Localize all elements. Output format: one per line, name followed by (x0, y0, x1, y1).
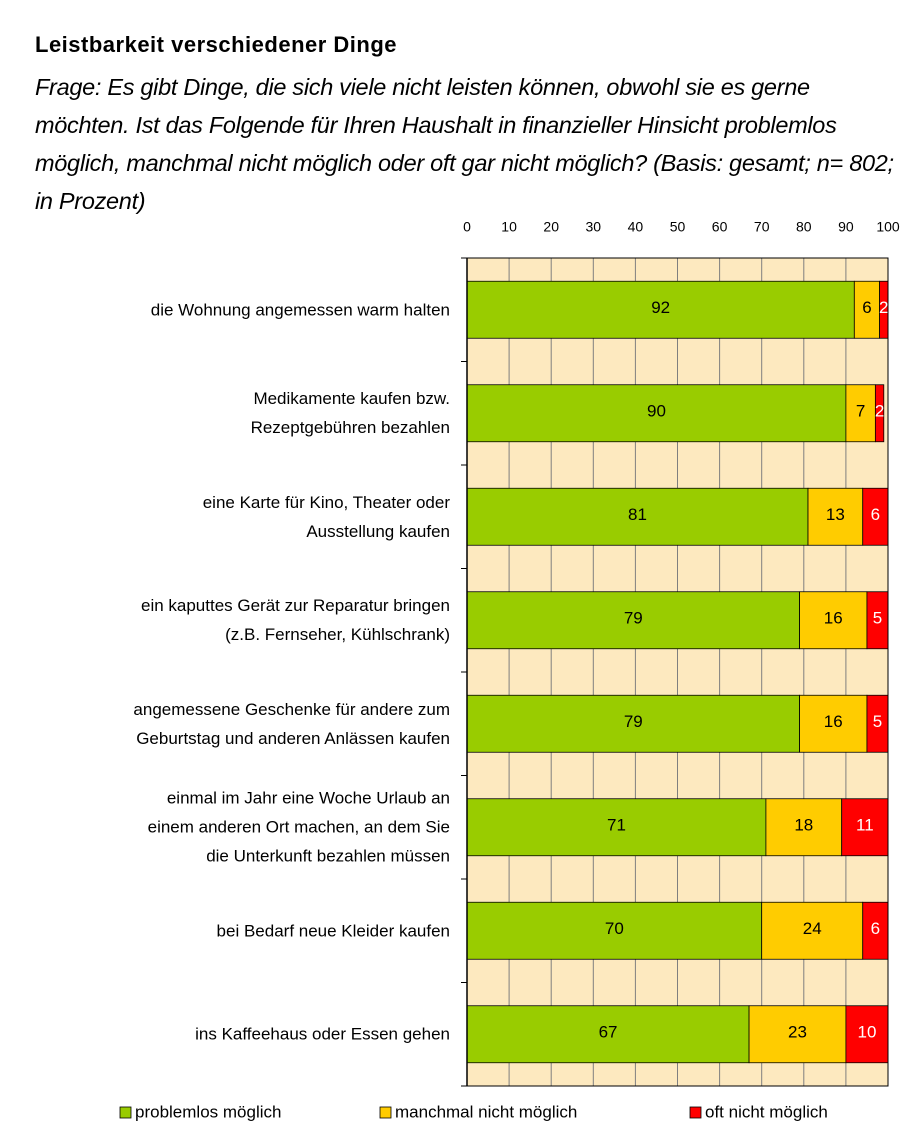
x-tick-label: 80 (796, 219, 812, 235)
x-tick-label: 90 (838, 219, 854, 235)
x-tick-label: 40 (628, 219, 644, 235)
data-label: 16 (824, 712, 843, 731)
bar-segment (807, 487, 864, 546)
bar-segment (841, 798, 889, 857)
data-label: 2 (879, 298, 888, 317)
category-label: die Wohnung angemessen warm halten (150, 300, 450, 320)
category-label: Medikamente kaufen bzw. Rezeptgebühren b… (250, 389, 450, 438)
data-label: 6 (862, 298, 871, 317)
chart-title: Leistbarkeit verschiedener Dinge (35, 32, 398, 57)
bar-segment (466, 798, 767, 857)
legend-swatch (379, 1106, 392, 1119)
legend-label: manchmal nicht möglich (395, 1102, 577, 1121)
data-label: 7 (856, 402, 865, 421)
x-tick-label: 30 (586, 219, 602, 235)
legend-swatch (119, 1106, 132, 1119)
bar-segment (845, 384, 876, 443)
x-tick-label: 100 (876, 219, 900, 235)
x-tick-label: 10 (501, 219, 517, 235)
data-label: 90 (647, 402, 666, 421)
data-label: 5 (873, 712, 882, 731)
legend-swatch (689, 1106, 702, 1119)
data-label: 18 (794, 816, 813, 835)
category-label: ins Kaffeehaus oder Essen gehen (195, 1024, 450, 1044)
legend: problemlos möglich manchmal nicht möglich… (119, 1102, 828, 1121)
category-label: angemessene Geschenke für andere zum Geb… (133, 699, 450, 748)
data-label: 24 (803, 919, 822, 938)
x-tick-label: 50 (670, 219, 686, 235)
category-label: einmal im Jahr eine Woche Urlaub an eine… (147, 788, 450, 866)
data-label: 79 (624, 609, 643, 628)
data-label: 81 (628, 505, 647, 524)
data-label: 92 (651, 298, 670, 317)
bar-segment (466, 280, 855, 339)
data-label: 70 (605, 919, 624, 938)
data-label: 23 (788, 1023, 807, 1042)
bar-segment (466, 487, 809, 546)
x-tick-label: 0 (463, 219, 471, 235)
category-label: ein kaputtes Gerät zur Reparatur bringen… (140, 596, 450, 645)
bar-segment (748, 1005, 847, 1064)
data-label: 2 (875, 402, 884, 421)
chart-subtitle: Frage: Es gibt Dinge, die sich viele nic… (35, 74, 894, 214)
data-label: 13 (826, 505, 845, 524)
data-label: 67 (599, 1023, 618, 1042)
bar-segment (765, 798, 843, 857)
bar-segment (845, 1005, 889, 1064)
data-label: 16 (824, 609, 843, 628)
bar-segment (799, 591, 868, 650)
legend-label: oft nicht möglich (705, 1102, 828, 1121)
category-label: bei Bedarf neue Kleider kaufen (216, 921, 450, 941)
legend-label: problemlos möglich (135, 1102, 281, 1121)
bar-segment (874, 384, 885, 443)
bar-segment (799, 694, 868, 753)
data-label: 10 (857, 1023, 876, 1042)
bar-segment (466, 1005, 750, 1064)
data-label: 11 (856, 816, 874, 835)
bar-segment (761, 901, 864, 960)
data-label: 79 (624, 712, 643, 731)
data-label: 6 (871, 919, 880, 938)
x-tick-label: 60 (712, 219, 728, 235)
bar-segment (466, 591, 800, 650)
bar-segment (862, 487, 889, 546)
data-label: 71 (607, 816, 626, 835)
data-label: 6 (871, 505, 880, 524)
category-label: eine Karte für Kino, Theater oder Ausste… (202, 492, 450, 541)
x-tick-label: 70 (754, 219, 770, 235)
x-tick-label: 20 (543, 219, 559, 235)
data-label: 5 (873, 609, 882, 628)
